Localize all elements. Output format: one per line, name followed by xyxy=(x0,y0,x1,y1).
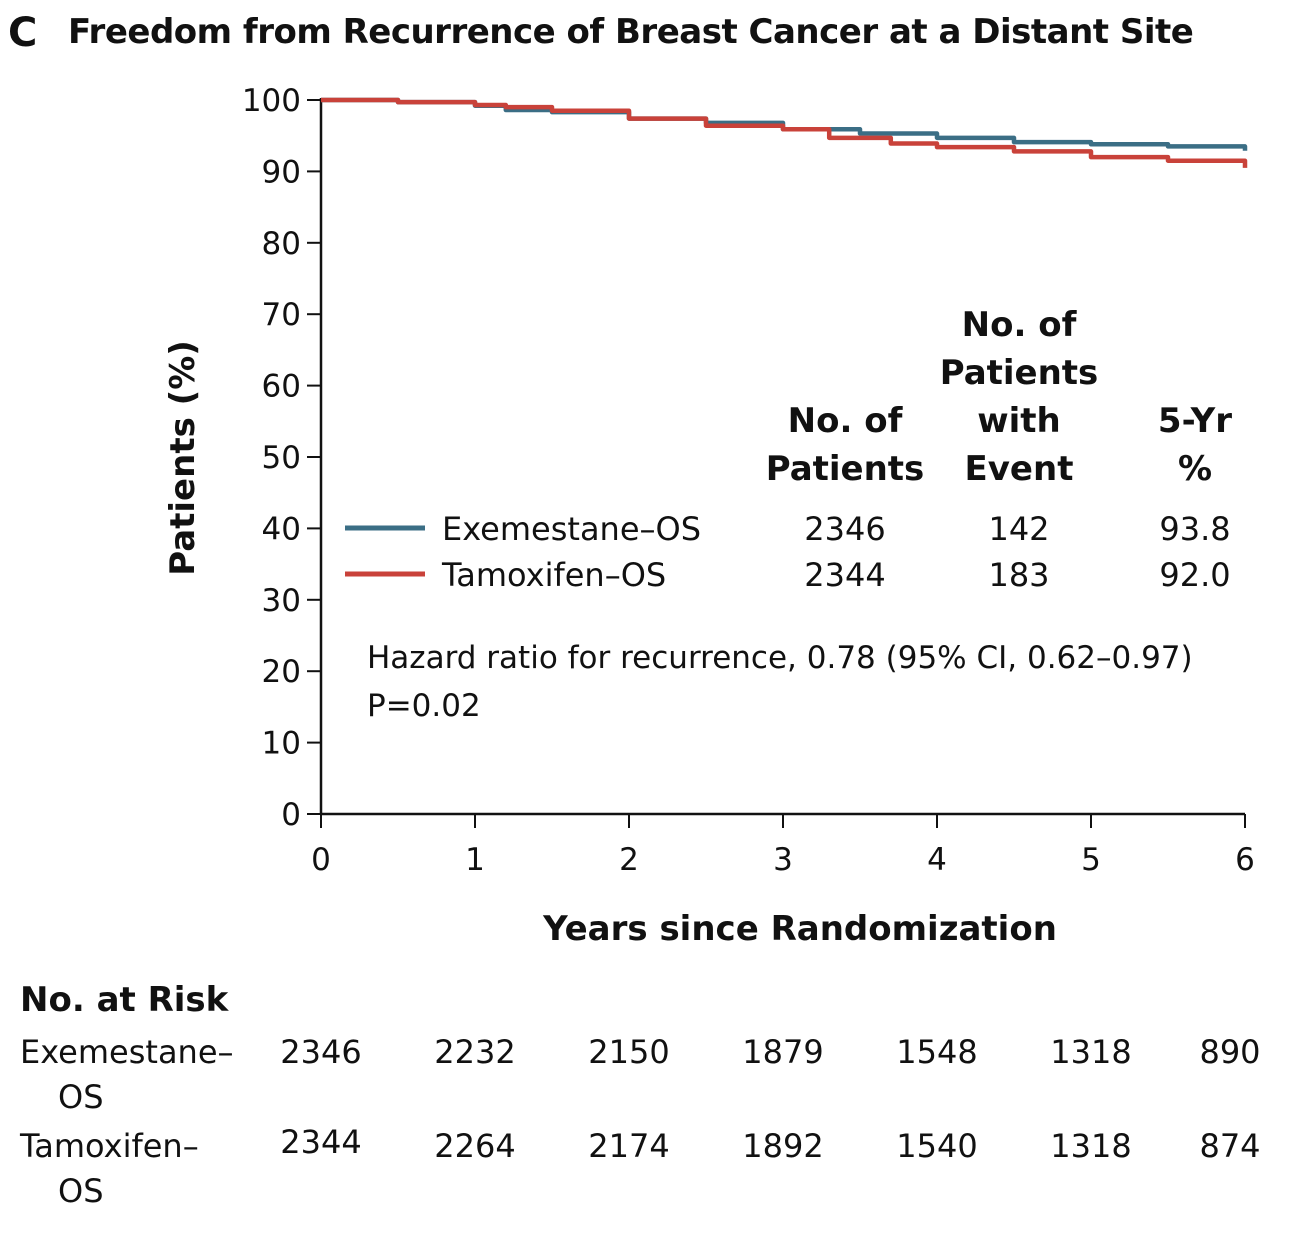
legend-header-0: No. of xyxy=(788,401,904,441)
at-risk-title: No. at Risk xyxy=(20,980,229,1020)
at-risk-row-label-line2: OS xyxy=(58,1172,104,1210)
y-tick-label: 60 xyxy=(262,369,301,405)
at-risk-value: 1318 xyxy=(1050,1127,1132,1165)
at-risk-value: 2264 xyxy=(434,1127,516,1165)
y-tick-label: 20 xyxy=(262,654,301,690)
legend-header-1: Event xyxy=(965,449,1074,489)
series-line-1 xyxy=(321,97,1248,168)
y-tick-label: 80 xyxy=(262,226,301,262)
x-tick-label: 4 xyxy=(927,842,947,878)
at-risk-value: 1548 xyxy=(896,1033,978,1071)
y-tick-label: 0 xyxy=(281,797,301,833)
at-risk-value: 890 xyxy=(1199,1033,1261,1071)
at-risk-value: 2150 xyxy=(588,1033,670,1071)
at-risk-row-label-line2: OS xyxy=(58,1078,104,1116)
p-value-text: P=0.02 xyxy=(367,688,481,724)
x-tick-label: 5 xyxy=(1081,842,1101,878)
x-tick-label: 6 xyxy=(1235,842,1255,878)
chart-title: Freedom from Recurrence of Breast Cancer… xyxy=(68,12,1194,52)
legend-label-1: Tamoxifen–OS xyxy=(441,556,666,594)
legend-header-1: with xyxy=(977,401,1061,441)
hazard-ratio-text: Hazard ratio for recurrence, 0.78 (95% C… xyxy=(367,640,1193,676)
legend-value: 2346 xyxy=(804,510,885,548)
at-risk-value: 2344 xyxy=(280,1123,362,1161)
y-tick-label: 50 xyxy=(262,440,301,476)
at-risk-row-label-line1: Tamoxifen– xyxy=(20,1127,199,1165)
y-axis-label: Patients (%) xyxy=(163,340,203,576)
legend-header-2: % xyxy=(1178,449,1212,489)
at-risk-row-label: Tamoxifen– OS xyxy=(20,1124,270,1214)
x-tick-label: 2 xyxy=(619,842,639,878)
legend-value: 183 xyxy=(988,556,1049,594)
legend-label-0: Exemestane–OS xyxy=(442,510,701,548)
km-chart: 0 10 20 30 40 50 60 70 80 90 100 0 1 2 3 4 5 6 Years since… xyxy=(163,83,1255,949)
y-tick-label: 30 xyxy=(262,583,301,619)
legend-value: 93.8 xyxy=(1159,510,1230,548)
at-risk-value: 874 xyxy=(1199,1127,1261,1165)
y-tick-label: 70 xyxy=(262,297,301,333)
panel-letter: C xyxy=(8,10,38,56)
y-tick-label: 100 xyxy=(242,83,301,119)
at-risk-value: 1892 xyxy=(742,1127,824,1165)
legend-header-2: 5-Yr xyxy=(1158,401,1232,441)
legend-header-0: Patients xyxy=(766,449,925,489)
at-risk-value: 2174 xyxy=(588,1127,670,1165)
at-risk-row-label: Exemestane– OS xyxy=(20,1030,270,1120)
x-tick-label: 1 xyxy=(465,842,485,878)
legend-value: 2344 xyxy=(804,556,885,594)
x-tick-label: 0 xyxy=(311,842,331,878)
at-risk-value: 1879 xyxy=(742,1033,824,1071)
y-tick-label: 40 xyxy=(262,511,301,547)
at-risk-row-label-line1: Exemestane– xyxy=(20,1033,234,1071)
y-tick-label: 90 xyxy=(262,154,301,190)
legend-value: 92.0 xyxy=(1159,556,1230,594)
x-tick-label: 3 xyxy=(773,842,793,878)
at-risk-value: 2232 xyxy=(434,1033,516,1071)
at-risk-value: 2346 xyxy=(280,1033,362,1071)
legend-header-1: Patients xyxy=(940,353,1099,393)
at-risk-value: 1540 xyxy=(896,1127,978,1165)
at-risk-value: 1318 xyxy=(1050,1033,1132,1071)
legend-header-1: No. of xyxy=(962,305,1078,345)
y-tick-label: 10 xyxy=(262,726,301,762)
x-axis-label: Years since Randomization xyxy=(542,909,1057,949)
legend-value: 142 xyxy=(988,510,1049,548)
